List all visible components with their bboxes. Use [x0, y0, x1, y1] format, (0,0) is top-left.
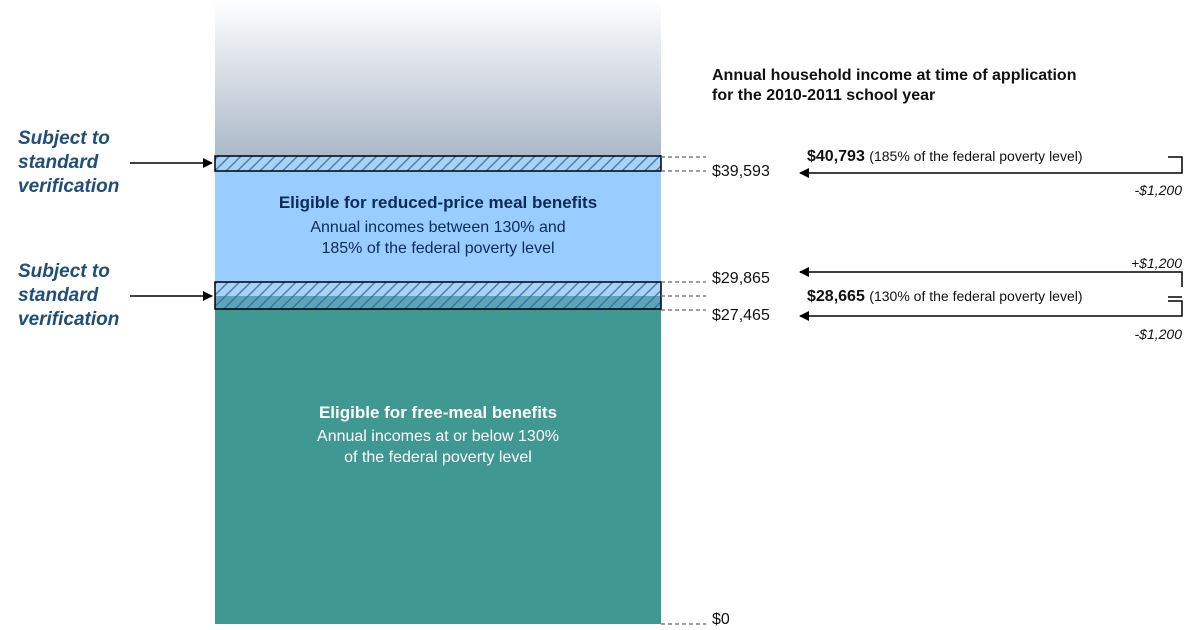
reduced-price-zone	[215, 158, 661, 282]
value-28665-note: (130% of the federal poverty level)	[869, 288, 1083, 304]
value-29865: $29,865	[712, 270, 770, 287]
free-zone-desc-2: of the federal poverty level	[344, 449, 532, 466]
verification-label-line: standard	[18, 152, 99, 173]
value-28665-amount: $28,665	[807, 288, 865, 305]
adjustment-plus: +$1,200	[1131, 255, 1182, 271]
verification-label-line: Subject to	[18, 261, 110, 282]
verification-band-upper	[214, 155, 662, 172]
value-40793-note: (185% of the federal poverty level)	[869, 148, 1083, 164]
bracket-minus	[799, 300, 1183, 321]
value-28665: $28,665 (130% of the federal poverty lev…	[807, 287, 1083, 306]
value-0: $0	[712, 611, 730, 628]
free-meal-zone	[215, 296, 661, 624]
verification-label-line: standard	[18, 285, 99, 306]
free-zone-desc-1: Annual incomes at or below 130%	[317, 428, 559, 445]
verification-label-line: Subject to	[18, 128, 110, 149]
value-27465: $27,465	[712, 307, 770, 324]
free-zone-text: Eligible for free-meal benefits Annual i…	[215, 402, 661, 468]
value-39593: $39,593	[712, 163, 770, 180]
upper-zone	[215, 0, 661, 158]
verification-band-lower-bottom	[215, 296, 661, 309]
verification-label-line: verification	[18, 309, 120, 330]
header-line-1: Annual household income at time of appli…	[712, 67, 1077, 84]
bracket-upper	[799, 156, 1183, 178]
bracket-plus	[799, 267, 1183, 287]
reduced-zone-text: Eligible for reduced-price meal benefits…	[215, 192, 661, 259]
adjustment-minus-lower: -$1,200	[1134, 326, 1182, 342]
header-line-2: for the 2010-2011 school year	[712, 87, 936, 104]
reduced-zone-desc-2: 185% of the federal poverty level	[321, 240, 555, 257]
value-40793-amount: $40,793	[807, 148, 865, 165]
verification-band-lower-top	[215, 282, 661, 296]
verification-label-line: verification	[18, 176, 120, 197]
verification-label-upper: Subject to standard verification	[18, 127, 158, 199]
reduced-zone-title: Eligible for reduced-price meal benefits	[278, 193, 598, 212]
adjustment-minus-upper: -$1,200	[1134, 182, 1182, 198]
diagram-header: Annual household income at time of appli…	[712, 66, 1182, 106]
verification-label-lower: Subject to standard verification	[18, 260, 158, 332]
free-zone-title: Eligible for free-meal benefits	[318, 403, 558, 422]
reduced-zone-desc-1: Annual incomes between 130% and	[310, 219, 566, 236]
value-40793: $40,793 (185% of the federal poverty lev…	[807, 147, 1083, 166]
